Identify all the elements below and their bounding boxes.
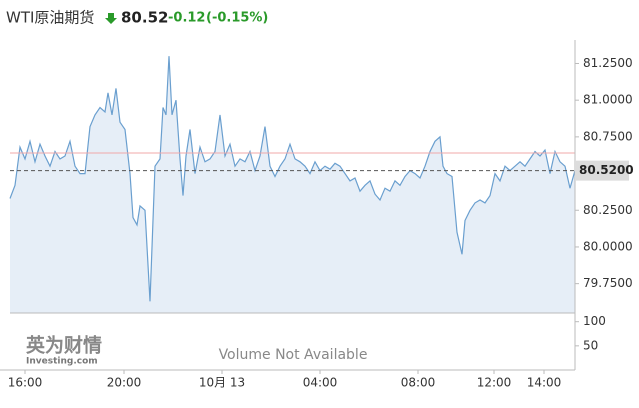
price: 80.52 xyxy=(121,9,168,27)
change-pct: (-0.15%) xyxy=(206,11,268,26)
line xyxy=(9,56,576,302)
y-tick-label: 81.0000 xyxy=(583,93,633,107)
volume-tick-label: 50 xyxy=(583,338,598,352)
down-arrow xyxy=(105,13,117,24)
x-tick-label: 16:00 xyxy=(8,376,43,390)
x-tick-label: 10月 13 xyxy=(199,376,245,390)
x-tick-label: 14:00 xyxy=(527,376,562,390)
area xyxy=(10,56,575,313)
y-tick-label: 80.0000 xyxy=(583,239,633,253)
y-tick-label: 80.2500 xyxy=(583,203,633,217)
y-tick-label: 80.7500 xyxy=(583,129,633,143)
x-tick-label: 04:00 xyxy=(303,376,338,390)
change: -0.12 xyxy=(168,11,205,26)
logo: 英为财情 xyxy=(26,334,102,357)
y-tick-label: 81.2500 xyxy=(583,56,633,70)
y-tick-label: 79.7500 xyxy=(583,276,633,290)
logo-site: Investing.com xyxy=(26,357,98,367)
volume-note: Volume Not Available xyxy=(219,347,368,363)
volume-tick-label: 100 xyxy=(583,314,606,328)
title: WTI原油期货 xyxy=(6,9,94,27)
price-tag-box xyxy=(575,160,629,181)
price-tag: 80.5200 xyxy=(579,163,634,177)
x-tick-label: 12:00 xyxy=(477,376,512,390)
x-tick-label: 08:00 xyxy=(401,376,436,390)
x-tick-label: 20:00 xyxy=(107,376,142,390)
